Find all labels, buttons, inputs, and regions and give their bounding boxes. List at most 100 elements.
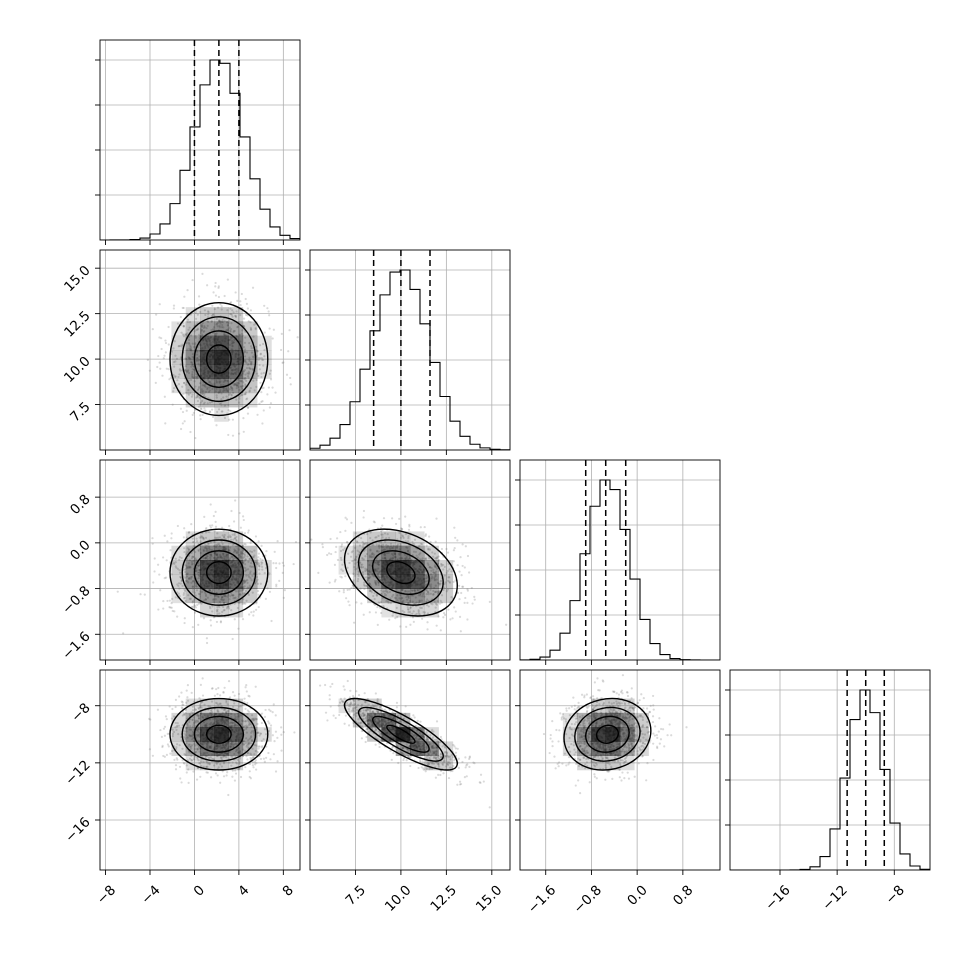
panel-content bbox=[310, 460, 510, 660]
sample-point bbox=[369, 531, 372, 534]
sample-point bbox=[220, 308, 223, 311]
sample-point bbox=[220, 410, 223, 413]
sample-point bbox=[437, 740, 440, 743]
sample-point bbox=[183, 381, 186, 385]
sample-point bbox=[244, 720, 247, 723]
sample-point bbox=[243, 602, 246, 605]
sample-point bbox=[196, 395, 199, 398]
sample-point bbox=[426, 590, 430, 594]
density-cell bbox=[171, 335, 187, 351]
sample-point bbox=[237, 595, 240, 598]
sample-point bbox=[196, 603, 199, 607]
sample-point bbox=[185, 409, 188, 412]
sample-point bbox=[405, 625, 408, 628]
sample-point bbox=[400, 527, 403, 530]
sample-point bbox=[228, 724, 231, 727]
sample-point bbox=[335, 537, 339, 540]
sample-point bbox=[185, 575, 189, 578]
sample-point bbox=[364, 709, 368, 712]
sample-point bbox=[178, 571, 182, 574]
sample-point bbox=[236, 749, 239, 752]
sample-point bbox=[220, 320, 224, 324]
sample-point bbox=[192, 711, 195, 715]
sample-point bbox=[247, 587, 250, 590]
sample-point bbox=[196, 357, 199, 360]
sample-point bbox=[327, 552, 331, 555]
sample-point bbox=[153, 557, 156, 560]
sample-point bbox=[239, 300, 242, 303]
sample-point bbox=[435, 566, 438, 569]
sample-point bbox=[237, 720, 241, 723]
sample-point bbox=[429, 586, 433, 589]
sample-point bbox=[205, 766, 208, 769]
sample-point bbox=[197, 573, 200, 577]
sample-point bbox=[181, 385, 184, 388]
sample-point bbox=[251, 761, 255, 764]
sample-point bbox=[255, 744, 258, 747]
sample-point bbox=[250, 561, 253, 565]
sample-point bbox=[409, 606, 413, 609]
sample-point bbox=[338, 590, 341, 593]
sample-point bbox=[461, 585, 464, 588]
sample-point bbox=[199, 683, 202, 686]
sample-point bbox=[216, 532, 219, 535]
sample-point bbox=[249, 326, 252, 329]
y-tick-label: −12 bbox=[62, 757, 93, 788]
sample-point bbox=[188, 530, 191, 534]
sample-point bbox=[197, 576, 200, 580]
sample-point bbox=[447, 579, 450, 582]
sample-point bbox=[181, 747, 184, 750]
sample-point bbox=[428, 535, 431, 538]
sample-point bbox=[408, 599, 412, 603]
sample-point bbox=[172, 304, 176, 307]
sample-point bbox=[182, 710, 185, 714]
sample-point bbox=[236, 551, 239, 554]
sample-point bbox=[191, 278, 194, 282]
sample-point bbox=[364, 555, 367, 558]
sample-point bbox=[233, 532, 236, 535]
sample-point bbox=[230, 716, 233, 719]
sample-point bbox=[248, 742, 251, 745]
sample-point bbox=[424, 583, 428, 586]
sample-point bbox=[263, 304, 266, 307]
sample-point bbox=[221, 542, 224, 545]
sample-point bbox=[222, 326, 225, 329]
sample-point bbox=[185, 689, 188, 692]
sample-point bbox=[219, 781, 222, 784]
sample-point bbox=[217, 595, 220, 598]
sample-point bbox=[187, 781, 190, 785]
sample-point bbox=[255, 378, 258, 382]
sample-point bbox=[183, 368, 186, 371]
sample-point bbox=[263, 728, 267, 731]
sample-point bbox=[258, 363, 261, 367]
sample-point bbox=[371, 552, 374, 555]
sample-point bbox=[251, 355, 254, 358]
sample-point bbox=[249, 722, 252, 725]
sample-point bbox=[223, 416, 227, 420]
sample-point bbox=[231, 721, 234, 724]
sample-point bbox=[234, 723, 237, 726]
sample-point bbox=[244, 377, 247, 380]
sample-point bbox=[223, 686, 226, 689]
sample-point bbox=[189, 745, 193, 748]
panel-content bbox=[100, 40, 300, 240]
sample-point bbox=[459, 630, 462, 633]
sample-point bbox=[218, 326, 221, 329]
sample-point bbox=[188, 720, 191, 724]
sample-point bbox=[259, 732, 262, 735]
sample-point bbox=[167, 325, 170, 329]
sample-point bbox=[275, 585, 278, 588]
sample-point bbox=[167, 745, 170, 748]
sample-point bbox=[250, 362, 253, 365]
y-tick-label: −1.6 bbox=[59, 629, 93, 663]
sample-point bbox=[238, 589, 241, 593]
sample-point bbox=[189, 348, 192, 351]
sample-point bbox=[176, 524, 179, 528]
sample-point bbox=[196, 540, 199, 543]
sample-point bbox=[154, 381, 157, 384]
sample-point bbox=[183, 596, 186, 599]
sample-point bbox=[225, 607, 229, 610]
sample-point bbox=[182, 306, 185, 310]
sample-point bbox=[358, 550, 361, 553]
sample-point bbox=[241, 393, 244, 396]
